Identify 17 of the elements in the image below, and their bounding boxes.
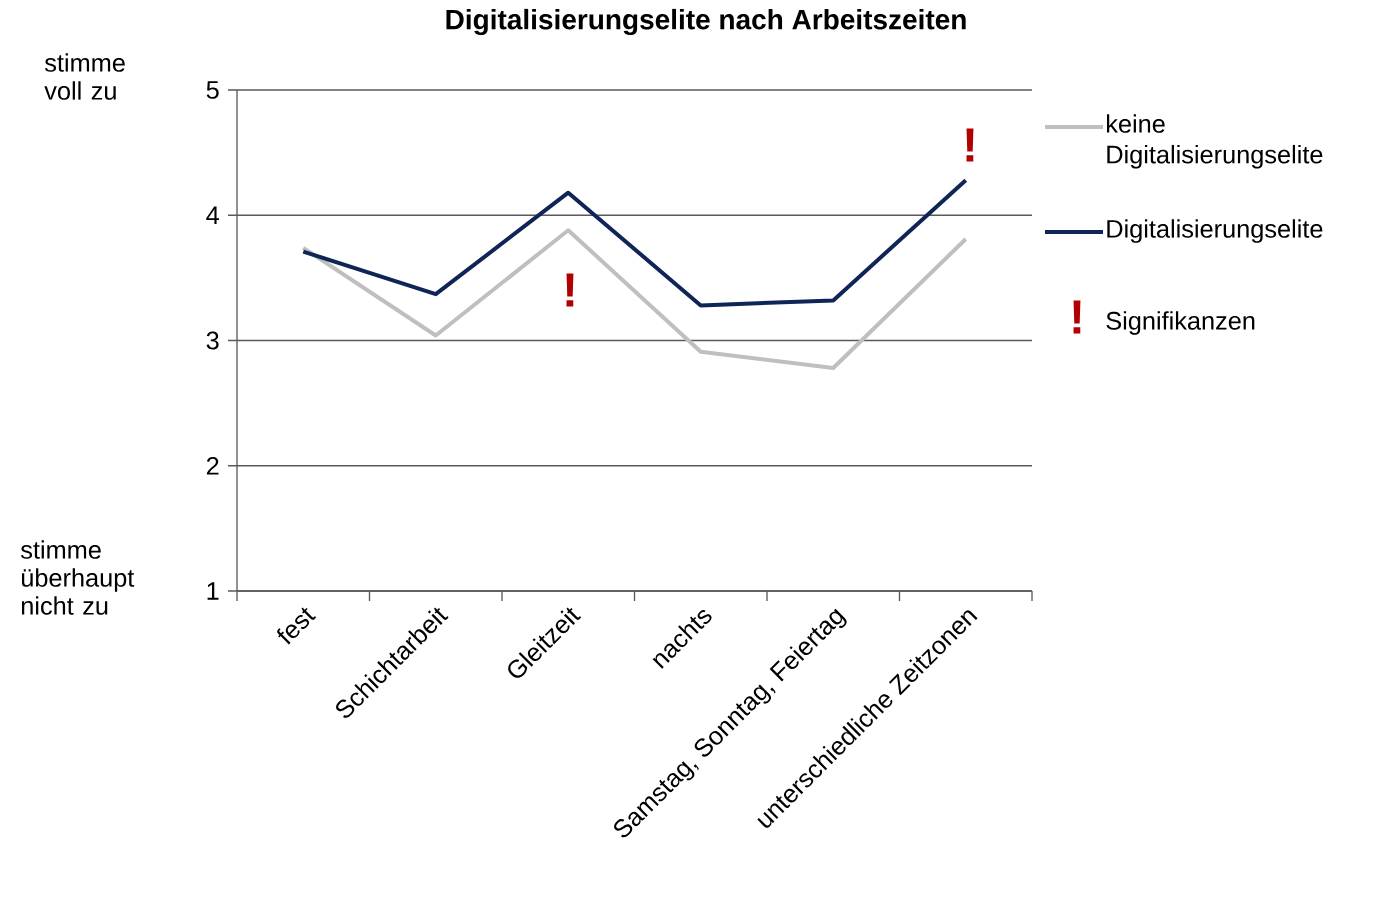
legend-label: keine Digitalisierungselite (1106, 114, 1323, 169)
annotation: ! (966, 128, 974, 162)
y-tick-label: 1 (207, 582, 219, 600)
annotation: ! (566, 273, 574, 307)
text: ! (1073, 300, 1081, 334)
legend-label: Digitalisierungselite (1107, 219, 1323, 243)
line-series (301, 228, 968, 371)
chart-title: Digitalisierungselite nach Arbeitszeiten (446, 8, 966, 36)
y-tick-label: 3 (206, 331, 219, 350)
x-tick-label: fest (277, 607, 317, 645)
y-tick-label: 4 (206, 206, 219, 224)
text: stimme überhaupt nicht zu (20, 540, 135, 615)
y-tick-label: 2 (206, 456, 219, 475)
line-series (301, 178, 968, 308)
text: Signifikanzen (1106, 311, 1255, 335)
text: stimme voll zu (44, 53, 125, 100)
y-tick-label: 5 (206, 81, 219, 99)
